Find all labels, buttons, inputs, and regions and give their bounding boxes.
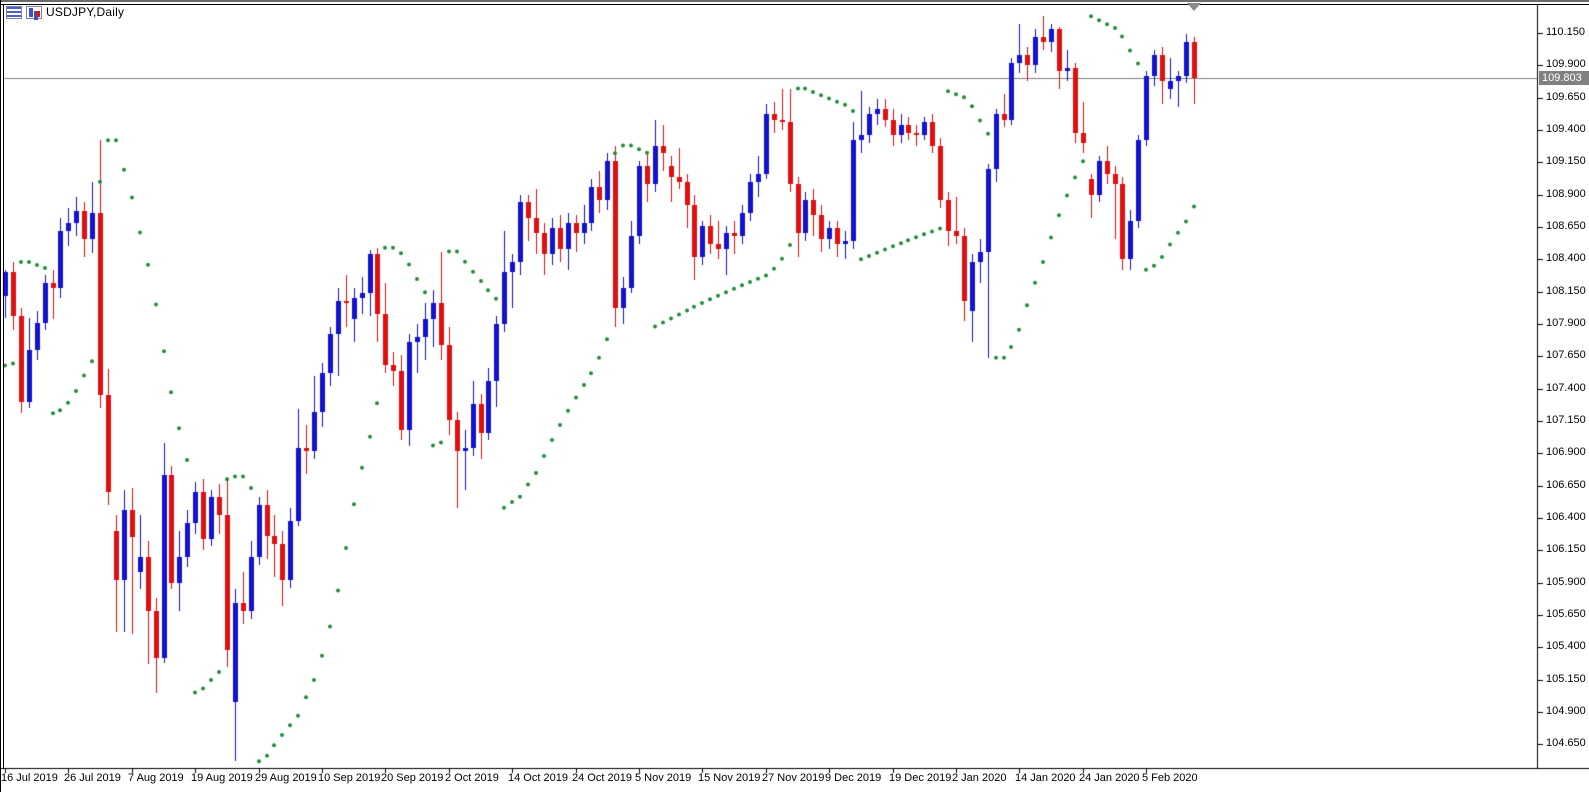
- price-tick-label: 108.900: [1546, 188, 1586, 200]
- date-tick-label: 9 Dec 2019: [825, 772, 882, 784]
- price-tick-label: 104.650: [1546, 737, 1586, 749]
- price-tick-label: 108.650: [1546, 220, 1586, 232]
- bar-chart-icon: [26, 5, 42, 19]
- price-tick-label: 105.400: [1546, 640, 1586, 652]
- chart-frame-left: [3, 4, 4, 769]
- date-tick-label: 26 Jul 2019: [64, 772, 121, 784]
- date-tick-label: 24 Oct 2019: [572, 772, 632, 784]
- price-tick-label: 108.150: [1546, 285, 1586, 297]
- price-tick-label: 105.650: [1546, 608, 1586, 620]
- date-tick-label: 2 Oct 2019: [445, 772, 499, 784]
- date-tick-label: 2 Jan 2020: [952, 772, 1007, 784]
- price-tick-label: 109.150: [1546, 155, 1586, 167]
- date-tick-label: 5 Nov 2019: [635, 772, 692, 784]
- date-tick-label: 24 Jan 2020: [1079, 772, 1140, 784]
- date-tick-label: 20 Sep 2019: [381, 772, 444, 784]
- window-top-border: [0, 0, 1589, 2]
- price-tick-label: 110.150: [1546, 26, 1585, 38]
- price-tick-label: 105.150: [1546, 673, 1586, 685]
- price-tick-label: 106.150: [1546, 543, 1586, 555]
- date-tick-label: 7 Aug 2019: [128, 772, 184, 784]
- chart-title-bar: USDJPY,Daily: [6, 5, 124, 19]
- current-price-label: 109.803: [1539, 71, 1589, 85]
- date-tick-label: 27 Nov 2019: [762, 772, 825, 784]
- price-tick-label: 107.400: [1546, 382, 1586, 394]
- date-tick-label: 15 Nov 2019: [698, 772, 761, 784]
- price-tick-label: 106.650: [1546, 479, 1586, 491]
- date-tick-label: 16 Jul 2019: [1, 772, 58, 784]
- date-tick-label: 5 Feb 2020: [1142, 772, 1198, 784]
- price-tick-label: 108.400: [1546, 252, 1586, 264]
- symbol-period-title: USDJPY,Daily: [46, 5, 125, 19]
- price-tick-label: 109.400: [1546, 123, 1586, 135]
- date-tick-label: 19 Aug 2019: [191, 772, 253, 784]
- chart-frame-top: [0, 4, 1589, 5]
- price-tick-label: 106.400: [1546, 511, 1586, 523]
- quotes-table-icon: [6, 5, 22, 19]
- price-tick-label: 109.650: [1546, 91, 1586, 103]
- price-tick-label: 107.150: [1546, 414, 1586, 426]
- window-left-border: [0, 0, 1, 792]
- price-tick-label: 109.900: [1546, 58, 1586, 70]
- price-tick-label: 107.650: [1546, 349, 1586, 361]
- price-tick-label: 104.900: [1546, 705, 1586, 717]
- date-tick-label: 14 Oct 2019: [508, 772, 568, 784]
- price-tick-label: 106.900: [1546, 446, 1586, 458]
- date-tick-label: 29 Aug 2019: [255, 772, 317, 784]
- date-tick-label: 14 Jan 2020: [1015, 772, 1076, 784]
- price-tick-label: 105.900: [1546, 576, 1586, 588]
- chart-shift-marker-icon[interactable]: [1187, 3, 1201, 11]
- price-tick-label: 107.900: [1546, 317, 1586, 329]
- date-tick-label: 10 Sep 2019: [318, 772, 381, 784]
- date-tick-label: 19 Dec 2019: [889, 772, 952, 784]
